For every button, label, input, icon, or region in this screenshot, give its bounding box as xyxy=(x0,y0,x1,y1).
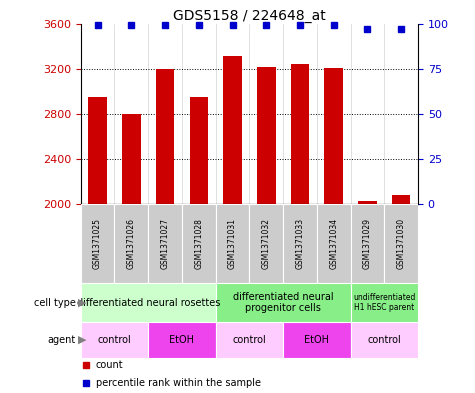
Text: EtOH: EtOH xyxy=(170,335,194,345)
Text: control: control xyxy=(367,335,401,345)
Bar xyxy=(249,204,283,283)
Text: agent: agent xyxy=(48,335,76,345)
Title: GDS5158 / 224648_at: GDS5158 / 224648_at xyxy=(173,9,326,22)
Bar xyxy=(216,322,283,358)
Bar xyxy=(351,204,384,283)
Text: percentile rank within the sample: percentile rank within the sample xyxy=(96,378,261,388)
Bar xyxy=(81,283,216,322)
Bar xyxy=(283,322,351,358)
Bar xyxy=(392,195,410,204)
Text: undifferentiated
H1 hESC parent: undifferentiated H1 hESC parent xyxy=(353,293,416,312)
Text: GSM1371025: GSM1371025 xyxy=(93,218,102,269)
Bar xyxy=(257,66,276,204)
Text: GSM1371029: GSM1371029 xyxy=(363,218,372,269)
Text: GSM1371031: GSM1371031 xyxy=(228,218,237,269)
Bar xyxy=(324,68,343,204)
Text: differentiated neural rosettes: differentiated neural rosettes xyxy=(76,298,220,308)
Bar xyxy=(351,322,418,358)
Bar xyxy=(148,204,182,283)
Bar xyxy=(358,201,377,204)
Bar xyxy=(291,64,309,204)
Bar xyxy=(216,204,249,283)
Text: GSM1371028: GSM1371028 xyxy=(194,218,203,269)
Bar xyxy=(114,204,148,283)
Bar xyxy=(384,204,418,283)
Text: count: count xyxy=(96,360,124,371)
Text: cell type: cell type xyxy=(34,298,76,308)
Bar xyxy=(81,322,148,358)
Text: ▶: ▶ xyxy=(78,335,87,345)
Bar xyxy=(81,204,114,283)
Bar xyxy=(190,97,208,204)
Bar xyxy=(148,322,216,358)
Bar xyxy=(122,114,141,204)
Bar xyxy=(88,97,107,204)
Bar xyxy=(223,56,242,204)
Bar xyxy=(216,283,351,322)
Bar xyxy=(182,204,216,283)
Text: GSM1371027: GSM1371027 xyxy=(161,218,170,269)
Text: control: control xyxy=(97,335,132,345)
Text: EtOH: EtOH xyxy=(304,335,329,345)
Text: control: control xyxy=(232,335,266,345)
Text: differentiated neural
progenitor cells: differentiated neural progenitor cells xyxy=(233,292,333,313)
Text: GSM1371032: GSM1371032 xyxy=(262,218,271,269)
Bar xyxy=(317,204,351,283)
Text: ▶: ▶ xyxy=(78,298,87,308)
Text: GSM1371026: GSM1371026 xyxy=(127,218,136,269)
Text: GSM1371034: GSM1371034 xyxy=(329,218,338,269)
Bar xyxy=(283,204,317,283)
Bar xyxy=(156,69,174,204)
Bar xyxy=(351,283,418,322)
Text: GSM1371030: GSM1371030 xyxy=(397,218,406,269)
Text: GSM1371033: GSM1371033 xyxy=(295,218,304,269)
